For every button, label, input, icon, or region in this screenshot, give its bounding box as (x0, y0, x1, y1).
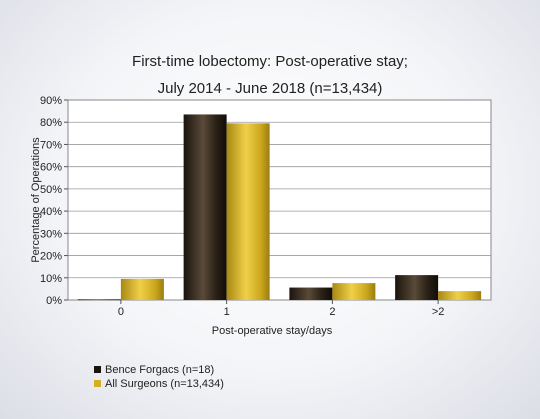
y-tick-label: 30% (40, 228, 62, 240)
bar-series-1-2 (289, 287, 333, 300)
plot-area (67, 99, 492, 301)
bar-series-1-0 (77, 299, 121, 301)
grid (68, 121, 491, 279)
legend-label-series-2: All Surgeons (n=13,434) (105, 378, 224, 390)
legend-swatch-series-2 (94, 380, 101, 387)
legend-label-series-1: Bence Forgacs (n=18) (105, 364, 214, 376)
y-tick-label: 90% (40, 95, 62, 107)
y-tick-label: 40% (40, 206, 62, 218)
bar-series-1-3 (395, 275, 439, 300)
bar-series-1-1 (183, 114, 227, 300)
chart-title-line-2: July 2014 - June 2018 (n=13,434) (158, 80, 383, 97)
x-axis-ticks: 0 1 2 >2 (118, 300, 445, 318)
x-axis-label: Post-operative stay/days (212, 325, 333, 337)
y-tick-label: 20% (40, 251, 62, 263)
bar-series-2-0 (120, 278, 164, 300)
y-axis-ticks: 0% 10% 20% 30% 40% 50% 60% 70% 80% 90% (40, 95, 68, 307)
y-tick-label: 50% (40, 184, 62, 196)
bar-series-2-1 (226, 123, 270, 300)
bars (77, 114, 482, 301)
legend-swatch-series-1 (94, 366, 101, 373)
y-tick-label: 10% (40, 273, 62, 285)
y-axis-label: Percentage of Operations (30, 137, 42, 263)
y-tick-label: 0% (46, 295, 62, 307)
bar-series-2-2 (332, 283, 376, 300)
legend: Bence Forgacs (n=18) All Surgeons (n=13,… (94, 364, 224, 390)
chart-title-line-1: First-time lobectomy: Post-operative sta… (132, 53, 408, 70)
x-tick-label: 1 (224, 306, 230, 318)
bar-series-2-3 (438, 291, 482, 300)
x-tick-label: 2 (329, 306, 335, 318)
y-tick-label: 80% (40, 117, 62, 129)
y-tick-label: 60% (40, 162, 62, 174)
x-tick-label: 0 (118, 306, 124, 318)
y-tick-label: 70% (40, 139, 62, 151)
x-tick-label: >2 (432, 306, 445, 318)
